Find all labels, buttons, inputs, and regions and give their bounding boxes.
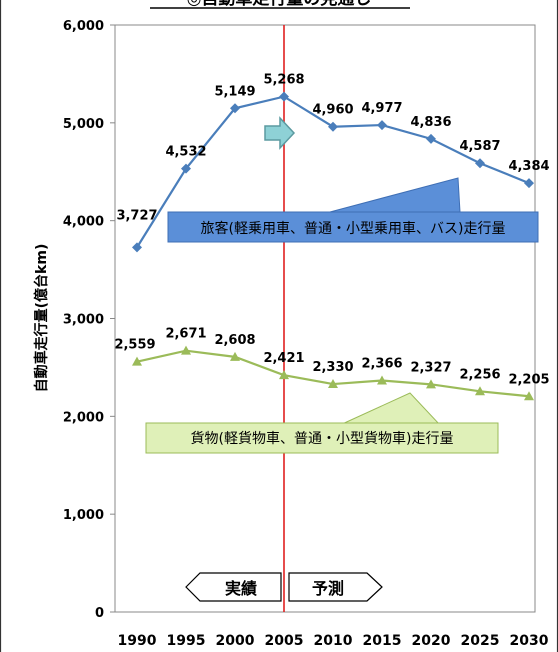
x-tick-label: 2005 xyxy=(265,633,304,649)
data-label: 4,977 xyxy=(361,101,402,116)
x-tick-label: 2010 xyxy=(314,633,353,649)
data-label: 2,327 xyxy=(410,360,451,375)
x-tick-label: 1995 xyxy=(167,633,206,649)
data-point-marker xyxy=(426,133,436,144)
y-tick-labels: 0 1,000 2,000 3,000 4,000 5,000 6,000 xyxy=(63,19,115,621)
data-point-marker xyxy=(181,345,191,355)
data-point-marker xyxy=(328,121,338,132)
series-group: 3,727 4,532 5,149 5,268 4,960 4,977 4,836 4,587… xyxy=(114,73,550,401)
data-point-marker xyxy=(132,356,142,366)
chart-title: ◎自動車走行量の見通し xyxy=(187,0,372,9)
data-point-marker xyxy=(377,375,387,385)
data-label: 2,205 xyxy=(508,372,549,387)
data-point-marker xyxy=(475,386,485,396)
data-point-marker xyxy=(230,351,240,361)
y-tick-label: 2,000 xyxy=(63,410,104,425)
y-tick-label: 5,000 xyxy=(63,117,104,132)
y-tick-label: 1,000 xyxy=(63,508,104,523)
data-label: 4,960 xyxy=(312,103,353,118)
x-tick-label: 2020 xyxy=(412,633,451,649)
freight-legend-box xyxy=(145,422,499,454)
data-label: 4,587 xyxy=(459,139,500,154)
passenger-legend-callout: 旅客(軽乗用車、普通・小型乗用車、バス)走行量 xyxy=(167,177,539,243)
data-label: 4,836 xyxy=(410,115,451,130)
y-axis-label: 自動車走行量(億台km) xyxy=(33,244,50,393)
data-label: 2,559 xyxy=(114,338,155,353)
passenger-legend-text: 旅客(軽乗用車、普通・小型乗用車、バス)走行量 xyxy=(201,220,506,237)
data-label: 2,256 xyxy=(459,367,500,382)
forecast-arrow-box: 予測 xyxy=(288,572,383,602)
actual-arrow-box: 実績 xyxy=(185,572,282,602)
data-point-marker xyxy=(181,163,191,174)
forecast-label: 予測 xyxy=(312,579,344,598)
x-tick-labels: 1990 1995 2000 2005 2010 2015 2020 2025 2030 xyxy=(118,633,549,649)
data-point-marker xyxy=(132,242,142,253)
actual-label: 実績 xyxy=(225,579,257,598)
data-point-marker xyxy=(279,91,289,102)
data-point-marker xyxy=(426,379,436,389)
data-point-marker xyxy=(524,391,534,401)
data-label: 2,671 xyxy=(165,327,206,342)
x-tick-label: 2025 xyxy=(461,633,500,649)
y-tick-label: 4,000 xyxy=(63,215,104,230)
data-label: 5,268 xyxy=(263,73,304,88)
freight-legend-text: 貨物(軽貨物車、普通・小型貨物車)走行量 xyxy=(191,430,454,447)
y-tick-label: 3,000 xyxy=(63,313,104,328)
data-point-marker xyxy=(524,178,534,189)
data-point-marker xyxy=(328,379,338,389)
data-label: 2,421 xyxy=(263,351,304,366)
y-tick-label: 6,000 xyxy=(63,19,104,34)
data-label: 4,384 xyxy=(508,159,549,174)
data-point-marker xyxy=(279,370,289,380)
freight-legend-callout: 貨物(軽貨物車、普通・小型貨物車)走行量 xyxy=(145,392,499,454)
data-point-marker xyxy=(377,120,387,131)
data-label: 2,330 xyxy=(312,360,353,375)
data-point-marker xyxy=(475,158,485,169)
x-tick-label: 2030 xyxy=(510,633,549,649)
forward-arrow-icon xyxy=(264,116,296,150)
x-tick-label: 2015 xyxy=(363,633,402,649)
data-label: 4,532 xyxy=(165,145,206,160)
data-label: 3,727 xyxy=(116,208,157,223)
data-label: 5,149 xyxy=(214,84,255,99)
passenger-legend-box xyxy=(167,211,539,243)
data-point-marker xyxy=(230,103,240,114)
y-tick-label: 0 xyxy=(95,606,104,621)
x-tick-label: 2000 xyxy=(216,633,255,649)
x-tick-label: 1990 xyxy=(118,633,157,649)
data-label: 2,366 xyxy=(361,357,402,372)
data-label: 2,608 xyxy=(214,333,255,348)
